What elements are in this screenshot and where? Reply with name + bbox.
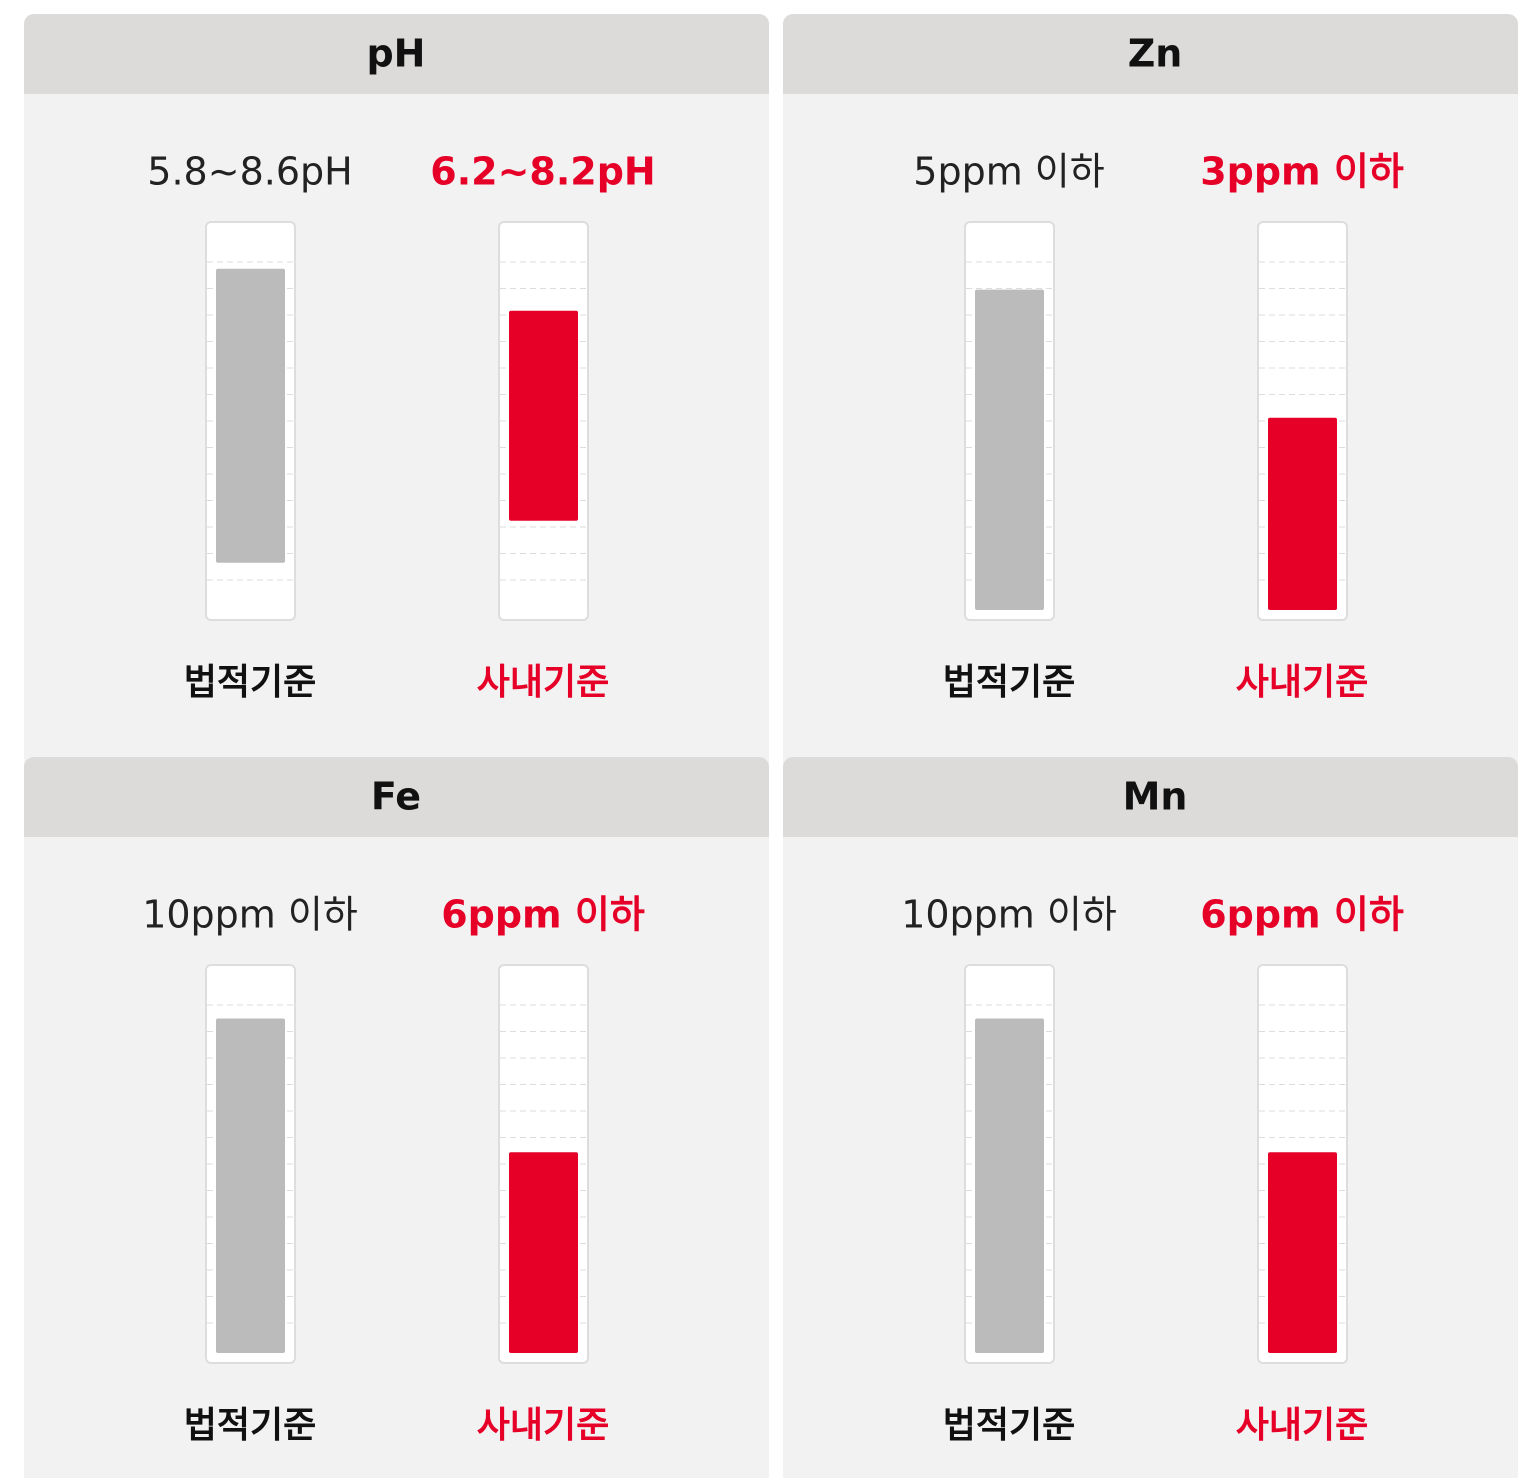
- panel-bg: [24, 14, 769, 774]
- standard-label: 법적기준: [943, 662, 1075, 703]
- standard-label: 법적기준: [184, 662, 316, 703]
- standard-value: 5ppm 이하: [913, 150, 1104, 194]
- standard-value: 5.8~8.6pH: [147, 150, 352, 194]
- bar: [509, 1152, 578, 1353]
- panel-header: [24, 757, 769, 837]
- standard-label: 사내기준: [1236, 1405, 1368, 1446]
- bar: [1268, 1152, 1337, 1353]
- panel-bg: [783, 14, 1518, 774]
- panel-title: Mn: [1123, 775, 1188, 819]
- standard-label: 사내기준: [477, 1405, 609, 1446]
- panel-header: [24, 14, 769, 94]
- panel-title: pH: [366, 32, 425, 76]
- standard-value: 6ppm 이하: [1200, 893, 1404, 937]
- panel-title: Zn: [1128, 32, 1183, 76]
- standard-label: 법적기준: [184, 1405, 316, 1446]
- standard-value: 10ppm 이하: [142, 893, 358, 937]
- standard-label: 사내기준: [1236, 662, 1368, 703]
- panel: pH 5.8~8.6pH 법적기준 6.2~8.2pH 사내기준: [24, 14, 769, 774]
- bar: [216, 268, 285, 563]
- standard-label: 법적기준: [943, 1405, 1075, 1446]
- standard-value: 3ppm 이하: [1200, 150, 1404, 194]
- panel-bg: [783, 757, 1518, 1478]
- standard-value: 10ppm 이하: [901, 893, 1117, 937]
- panel-header: [783, 14, 1518, 94]
- standard-value: 6ppm 이하: [441, 893, 645, 937]
- standard-label: 사내기준: [477, 662, 609, 703]
- bar: [509, 310, 578, 521]
- bar: [1268, 417, 1337, 610]
- panel-header: [783, 757, 1518, 837]
- bar: [975, 1018, 1044, 1353]
- bar: [216, 1018, 285, 1353]
- panel-bg: [24, 757, 769, 1478]
- panel-title: Fe: [371, 775, 421, 819]
- standard-value: 6.2~8.2pH: [430, 150, 655, 194]
- bar: [975, 289, 1044, 610]
